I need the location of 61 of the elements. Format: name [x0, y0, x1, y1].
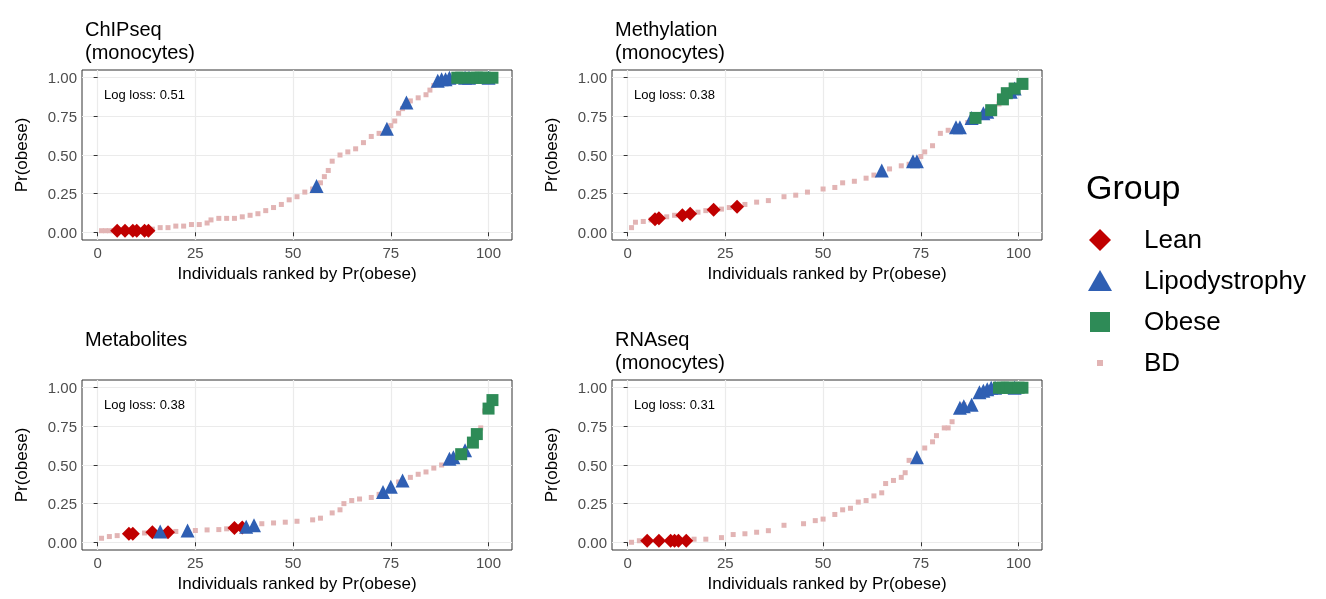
y-tick-label: 0.25	[577, 495, 607, 513]
chart-title: ChIPseq (monocytes)	[85, 17, 196, 63]
y-tick-label: 0.00	[47, 533, 77, 551]
y-axis-title: Pr(obese)	[12, 117, 31, 193]
x-tick-label: 0	[623, 554, 632, 571]
x-tick-label: 75	[382, 244, 400, 261]
y-tick-label: 1.00	[577, 379, 607, 397]
x-tick-label: 25	[717, 244, 734, 261]
annotation: Log loss: 0.38	[634, 87, 715, 102]
legend-label: Lean	[1144, 224, 1202, 255]
y-tick-label: 0.00	[577, 533, 607, 551]
x-tick-label: 0	[93, 554, 102, 571]
x-tick-label: 75	[382, 554, 400, 571]
y-tick-label: 0.50	[47, 456, 77, 474]
x-tick-label: 0	[623, 244, 632, 261]
y-tick-label: 0.00	[577, 223, 607, 241]
chart-title: RNAseq (monocytes)	[615, 327, 726, 373]
x-tick-label: 25	[187, 244, 204, 261]
y-tick-label: 0.25	[47, 495, 77, 513]
y-tick-label: 0.75	[577, 417, 607, 435]
x-tick-label: 50	[814, 244, 832, 261]
x-axis-title: Individuals ranked by Pr(obese)	[177, 263, 417, 283]
y-axis-title: Pr(obese)	[542, 427, 561, 503]
x-tick-label: 0	[93, 244, 102, 261]
annotation: Log loss: 0.38	[104, 397, 185, 412]
x-axis-title: Individuals ranked by Pr(obese)	[177, 573, 417, 593]
x-axis-title: Individuals ranked by Pr(obese)	[707, 573, 947, 593]
x-tick-label: 100	[476, 244, 502, 261]
y-tick-label: 1.00	[47, 69, 77, 87]
x-tick-label: 75	[912, 244, 930, 261]
x-tick-label: 25	[187, 554, 204, 571]
x-tick-label: 100	[1006, 244, 1032, 261]
y-tick-label: 1.00	[577, 69, 607, 87]
x-tick-label: 50	[814, 554, 832, 571]
x-tick-label: 100	[476, 554, 502, 571]
y-tick-label: 1.00	[47, 379, 77, 397]
x-tick-label: 50	[284, 244, 302, 261]
y-tick-label: 0.50	[577, 456, 607, 474]
y-tick-label: 0.75	[47, 107, 77, 125]
y-tick-label: 0.25	[577, 185, 607, 203]
legend-label: Obese	[1144, 306, 1221, 337]
y-axis-title: Pr(obese)	[12, 427, 31, 503]
annotation: Log loss: 0.51	[104, 87, 185, 102]
chart-title: Metabolites	[85, 327, 188, 350]
legend-title: Group	[1086, 168, 1182, 207]
x-axis-title: Individuals ranked by Pr(obese)	[707, 263, 947, 283]
x-tick-label: 25	[717, 554, 734, 571]
y-tick-label: 0.00	[47, 223, 77, 241]
y-tick-label: 0.50	[47, 146, 77, 164]
y-tick-label: 0.75	[577, 107, 607, 125]
y-axis-title: Pr(obese)	[542, 117, 561, 193]
chart-title: Methylation (monocytes)	[615, 17, 726, 63]
annotation: Log loss: 0.31	[634, 397, 715, 412]
y-tick-label: 0.75	[47, 417, 77, 435]
legend-label: BD	[1144, 347, 1181, 378]
legend-label: Lipodystrophy	[1144, 265, 1306, 296]
y-tick-label: 0.50	[577, 146, 607, 164]
x-tick-label: 100	[1006, 554, 1032, 571]
x-tick-label: 50	[284, 554, 302, 571]
x-tick-label: 75	[912, 554, 930, 571]
y-tick-label: 0.25	[47, 185, 77, 203]
